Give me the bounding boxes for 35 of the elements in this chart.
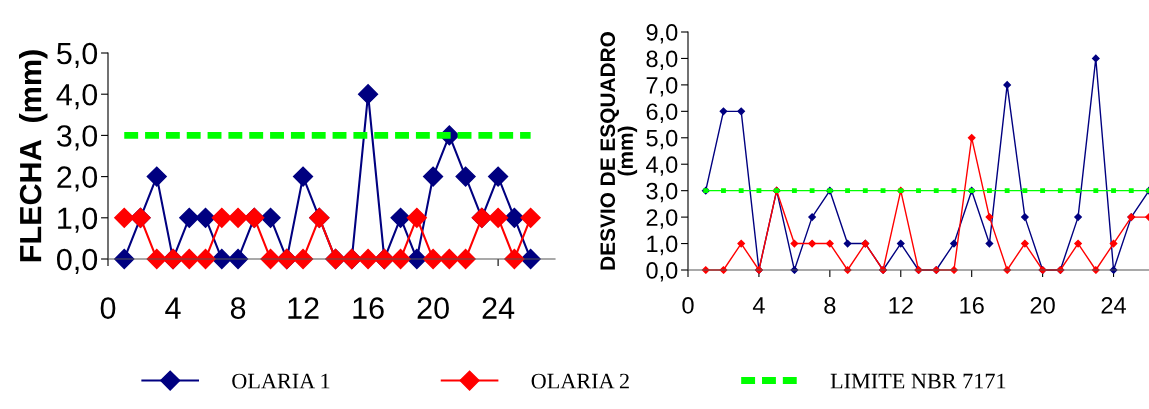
y-tick-label: 1,0 (58, 207, 98, 233)
legend-label: OLARIA 2 (531, 373, 629, 389)
y-tick-label: 0,0 (57, 248, 98, 274)
y-tick-label: 8,0 (646, 50, 678, 71)
y-tick-label: 9,0 (646, 24, 678, 44)
y-tick-label: 3,0 (646, 182, 678, 203)
legend-label: OLARIA 1 (232, 373, 330, 389)
x-tick-label: 0 (682, 297, 694, 314)
x-tick-label: 16 (960, 297, 984, 314)
x-tick-label: 24 (482, 297, 515, 319)
x-tick-label: 24 (1101, 297, 1126, 314)
y-tick-label: 6,0 (646, 103, 678, 123)
x-tick-label: 20 (417, 297, 449, 319)
y-tick-label: 7,0 (646, 76, 678, 97)
y-tick-label: 4,0 (646, 156, 678, 176)
x-tick-label: 0 (100, 297, 116, 319)
y-tick-label: 1,0 (647, 235, 678, 256)
x-tick-label: 8 (824, 297, 836, 314)
x-tick-label: 8 (230, 297, 246, 319)
y-tick-label: 5,0 (646, 129, 678, 150)
legend-label: LIMITE NBR 7171 (830, 373, 1006, 389)
y-tick-label: 3,0 (56, 125, 98, 151)
x-tick-label: 20 (1030, 297, 1055, 314)
y-tick-label: 4,0 (56, 83, 98, 110)
y-axis-title: FLECHA (mm) (18, 50, 48, 262)
y-tick-label: 5,0 (57, 42, 98, 68)
x-tick-label: 12 (288, 297, 319, 319)
y-tick-label: 0,0 (646, 262, 678, 282)
x-tick-label: 4 (752, 297, 765, 314)
y-tick-label: 2,0 (646, 209, 678, 229)
y-axis-title: DESVIO DE ESQUADRO (mm) (600, 32, 638, 270)
x-tick-label: 4 (165, 297, 181, 319)
x-tick-label: 12 (889, 297, 913, 314)
y-tick-label: 2,0 (57, 166, 98, 192)
x-tick-label: 16 (353, 297, 384, 319)
